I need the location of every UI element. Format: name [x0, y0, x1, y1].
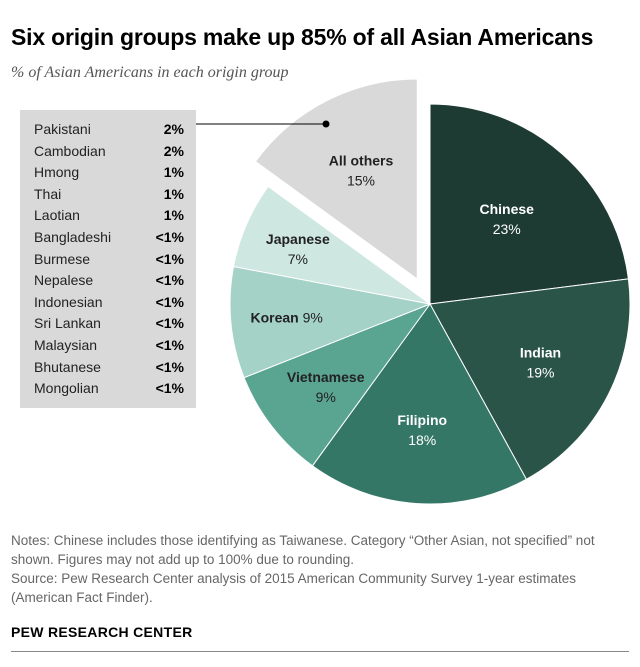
- slice-name: Indian: [520, 344, 561, 360]
- breakdown-value: <1%: [155, 250, 184, 267]
- breakdown-row: Bangladeshi <1%: [34, 226, 184, 248]
- slice-label-japanese: Japanese 7%: [266, 231, 330, 267]
- breakdown-name: Burmese: [34, 250, 91, 267]
- breakdown-value: 2%: [163, 121, 184, 137]
- breakdown-row: Thai 1%: [34, 183, 184, 205]
- breakdown-name: Nepalese: [34, 272, 94, 289]
- breakdown-row: Laotian 1%: [34, 204, 184, 226]
- breakdown-value: 1%: [163, 207, 184, 224]
- breakdown-row: Sri Lankan <1%: [34, 312, 184, 334]
- breakdown-row: Bhutanese <1%: [34, 356, 184, 378]
- slice-value: 23%: [493, 221, 521, 237]
- breakdown-value: 1%: [163, 185, 184, 202]
- slice-label-all-others: All others 15%: [329, 153, 394, 189]
- chart-subtitle: % of Asian Americans in each origin grou…: [11, 64, 289, 81]
- breakdown-name: Malaysian: [34, 337, 98, 353]
- breakdown-row: Mongolian <1%: [34, 377, 184, 399]
- notes-block: Notes: Chinese includes those identifyin…: [11, 531, 611, 607]
- pie-slice-vietnamese: [243, 302, 432, 467]
- breakdown-value: <1%: [155, 272, 184, 289]
- breakdown-value: <1%: [155, 358, 184, 375]
- slice-name: Korean: [250, 310, 298, 326]
- notes-text: Notes: Chinese includes those identifyin…: [11, 533, 595, 567]
- pie-slice-chinese: [429, 103, 629, 305]
- breakdown-name: Pakistani: [34, 121, 91, 137]
- breakdown-name: Cambodian: [34, 142, 106, 159]
- all-others-breakdown-box: Pakistani 2% Cambodian 2% Hmong 1% Thai 1% Laoti…: [20, 110, 196, 408]
- breakdown-row: Nepalese <1%: [34, 269, 184, 291]
- breakdown-row: Cambodian 2%: [34, 140, 184, 162]
- pie-slice-filipino: [311, 303, 528, 505]
- source-text: Source: Pew Research Center analysis of …: [11, 571, 576, 605]
- breakdown-value: 2%: [163, 142, 184, 159]
- connector-dot: [322, 120, 330, 128]
- slice-value: 15%: [347, 173, 375, 189]
- slice-value: 9%: [316, 389, 336, 405]
- slice-name: Vietnamese: [287, 369, 365, 385]
- breakdown-name: Mongolian: [34, 380, 99, 397]
- chart-title: Six origin groups make up 85% of all Asi…: [11, 24, 594, 50]
- breakdown-value: <1%: [155, 315, 184, 332]
- breakdown-name: Hmong: [34, 164, 80, 181]
- breakdown-row: Hmong 1%: [34, 161, 184, 183]
- pie-slice-korean: [229, 265, 432, 379]
- slice-name: Filipino: [397, 412, 447, 428]
- slice-name: All others: [329, 153, 394, 169]
- pie-slice-all-others: [254, 78, 418, 281]
- slice-name: Chinese: [479, 201, 534, 217]
- breakdown-row: Pakistani 2%: [34, 118, 184, 140]
- breakdown-row: Indonesian <1%: [34, 291, 184, 313]
- breakdown-value: <1%: [155, 293, 184, 310]
- slice-value: 9%: [299, 310, 323, 326]
- footer-divider: [11, 651, 629, 652]
- slice-name: Japanese: [266, 231, 330, 247]
- breakdown-value: 1%: [163, 164, 184, 181]
- breakdown-row: Burmese <1%: [34, 248, 184, 270]
- breakdown-name: Bangladeshi: [34, 229, 112, 245]
- breakdown-name: Laotian: [34, 207, 80, 224]
- slice-label-filipino: Filipino 18%: [397, 412, 447, 448]
- slice-label-chinese: Chinese 23%: [479, 201, 534, 237]
- breakdown-name: Indonesian: [34, 293, 103, 310]
- breakdown-name: Sri Lankan: [34, 315, 101, 332]
- slice-label-vietnamese: Vietnamese 9%: [287, 369, 365, 405]
- breakdown-name: Thai: [34, 185, 62, 202]
- breakdown-row: Malaysian <1%: [34, 334, 184, 356]
- slice-value: 19%: [526, 364, 554, 380]
- slice-label-indian: Indian 19%: [520, 344, 561, 380]
- pie-slice-indian: [429, 278, 631, 480]
- slice-value: 18%: [408, 432, 436, 448]
- pew-research-center-logo: PEW RESEARCH CENTER: [11, 624, 193, 640]
- breakdown-name: Bhutanese: [34, 358, 101, 375]
- slice-value: 7%: [288, 251, 308, 267]
- pie-chart: Chinese 23% Indian 19% Filipino 18% Vietnamese…: [196, 78, 631, 505]
- breakdown-value: <1%: [155, 380, 184, 397]
- slice-label-korean: Korean 9%: [250, 310, 322, 326]
- breakdown-value: <1%: [155, 229, 184, 245]
- breakdown-value: <1%: [155, 337, 184, 353]
- pie-slice-japanese: [232, 185, 431, 305]
